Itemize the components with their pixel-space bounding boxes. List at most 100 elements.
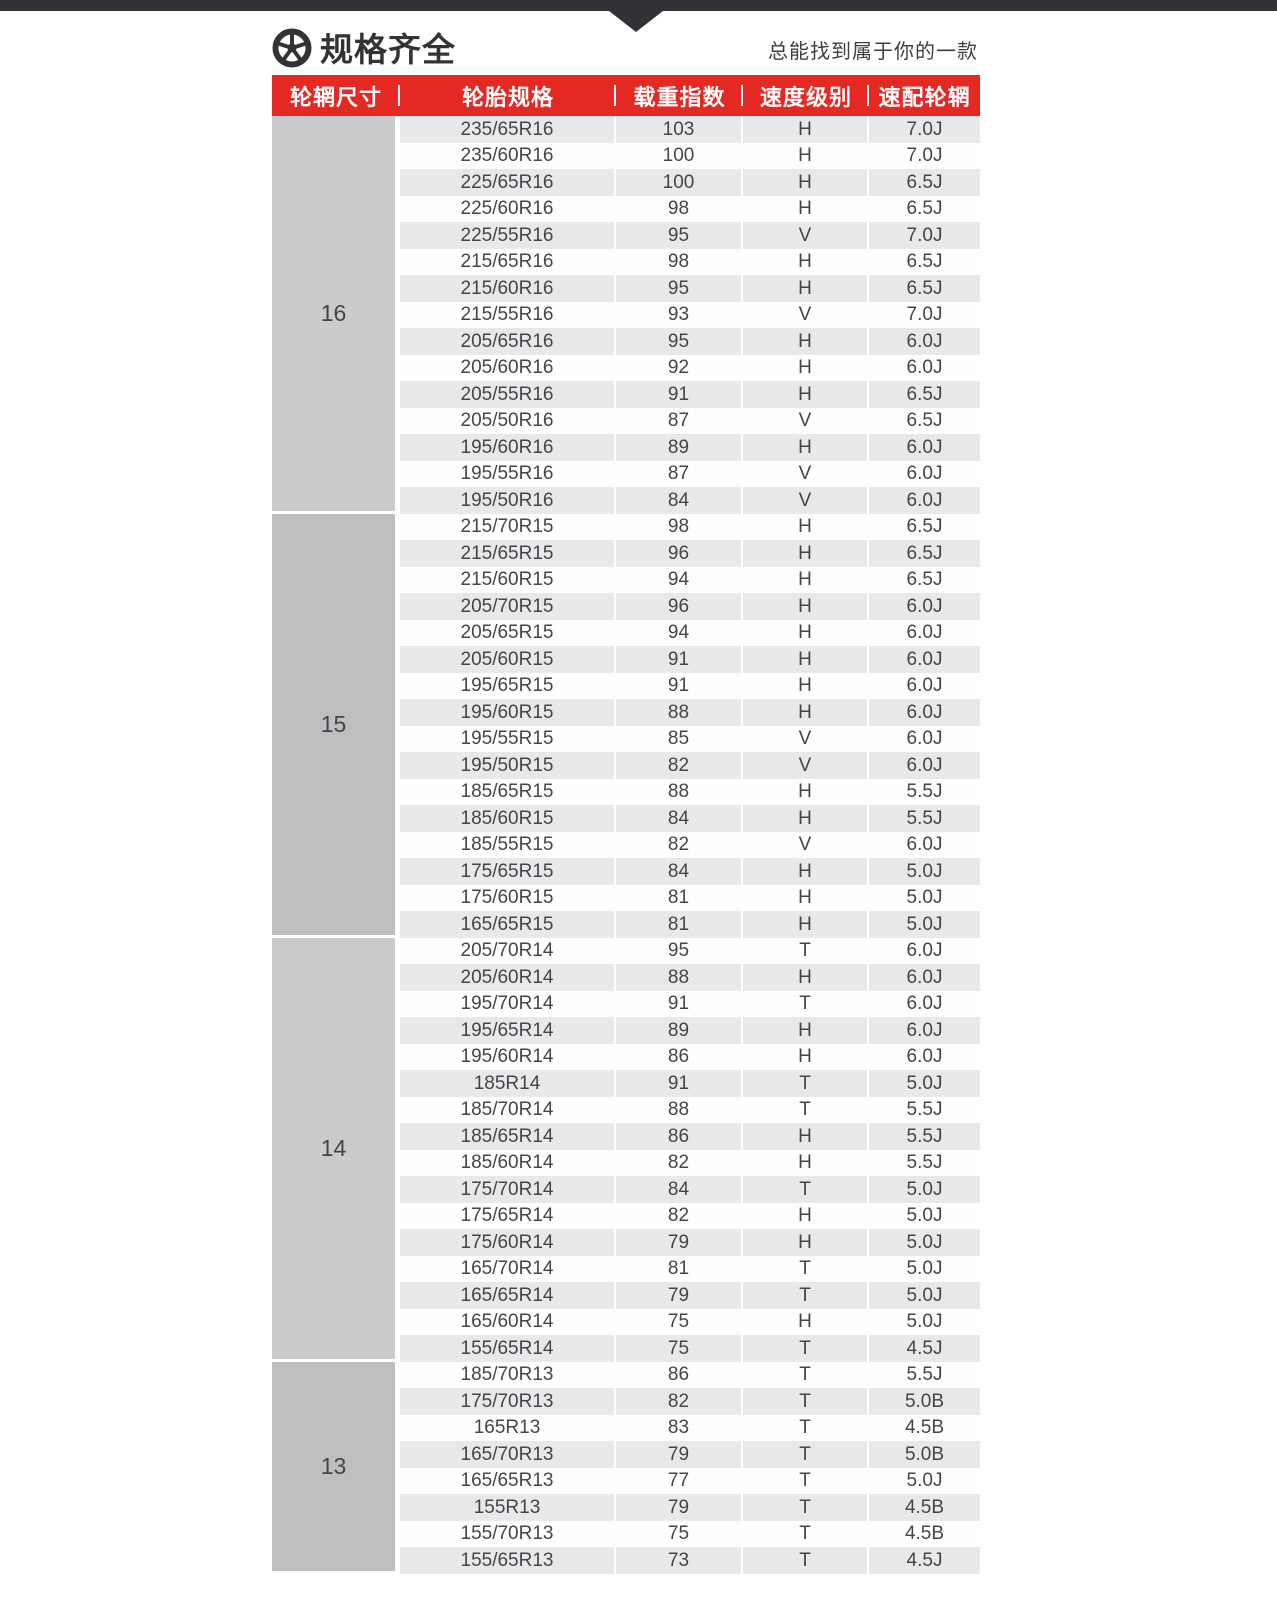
- rim-match-cell: 6.0J: [869, 354, 980, 381]
- tire-spec-cell: 195/50R15: [400, 752, 616, 779]
- tire-spec-cell: 185/55R15: [400, 831, 616, 858]
- speed-rating-cell: H: [743, 593, 869, 620]
- table-row: 155/65R13 73 T 4.5J: [272, 1547, 980, 1574]
- speed-rating-cell: T: [743, 1520, 869, 1547]
- load-index-cell: 95: [616, 937, 743, 964]
- rim-match-cell: 7.0J: [869, 301, 980, 328]
- table-row: 205/60R16 92 H 6.0J: [272, 354, 980, 381]
- tire-spec-cell: 195/65R14: [400, 1017, 616, 1044]
- rim-match-cell: 6.0J: [869, 646, 980, 673]
- rim-size-cell: 16: [272, 116, 400, 514]
- table-row: 205/60R15 91 H 6.0J: [272, 646, 980, 673]
- rim-match-cell: 6.0J: [869, 964, 980, 991]
- speed-rating-cell: V: [743, 752, 869, 779]
- rim-match-cell: 6.5J: [869, 566, 980, 593]
- rim-match-cell: 6.0J: [869, 672, 980, 699]
- tire-spec-cell: 185/65R15: [400, 778, 616, 805]
- tire-spec-cell: 205/55R16: [400, 381, 616, 408]
- table-row: 15 215/70R15 98 H 6.5J: [272, 513, 980, 938]
- tire-spec-cell: 195/60R16: [400, 434, 616, 461]
- header-row: 轮辋尺寸 轮胎规格 载重指数 速度级别 速配轮辋: [272, 75, 980, 116]
- table-row: 195/50R16 84 V 6.0J: [272, 487, 980, 514]
- rim-match-cell: 5.0J: [869, 1176, 980, 1203]
- tire-spec-cell: 205/60R16: [400, 354, 616, 381]
- load-index-cell: 82: [616, 831, 743, 858]
- load-index-cell: 83: [616, 1414, 743, 1441]
- tire-spec-cell: 225/55R16: [400, 222, 616, 249]
- tire-spec-cell: 235/65R16: [400, 116, 616, 143]
- speed-rating-cell: H: [743, 619, 869, 646]
- table-row: 155R13 79 T 4.5B: [272, 1494, 980, 1521]
- table-row: 205/65R16 95 H 6.0J: [272, 328, 980, 355]
- tire-spec-cell: 155/65R14: [400, 1335, 616, 1362]
- rim-size-cell: 14: [272, 937, 400, 1362]
- table-row: 195/65R14 89 H 6.0J: [272, 1017, 980, 1044]
- speed-rating-cell: H: [743, 116, 869, 143]
- rim-match-cell: 5.0J: [869, 911, 980, 938]
- speed-rating-cell: H: [743, 169, 869, 196]
- arrow-down-icon: [609, 11, 663, 32]
- speed-rating-cell: H: [743, 858, 869, 885]
- rim-match-cell: 5.0J: [869, 1202, 980, 1229]
- speed-rating-cell: V: [743, 222, 869, 249]
- rim-match-cell: 7.0J: [869, 116, 980, 143]
- load-index-cell: 96: [616, 540, 743, 567]
- table-row: 195/65R15 91 H 6.0J: [272, 672, 980, 699]
- rim-match-cell: 6.0J: [869, 725, 980, 752]
- tire-spec-cell: 195/65R15: [400, 672, 616, 699]
- load-index-cell: 79: [616, 1441, 743, 1468]
- rim-match-cell: 4.5B: [869, 1494, 980, 1521]
- table-row: 225/65R16 100 H 6.5J: [272, 169, 980, 196]
- speed-rating-cell: T: [743, 1388, 869, 1415]
- load-index-cell: 88: [616, 964, 743, 991]
- rim-match-cell: 6.0J: [869, 487, 980, 514]
- wheel-icon: [272, 28, 312, 68]
- tire-spec-cell: 155/65R13: [400, 1547, 616, 1574]
- rim-match-cell: 5.5J: [869, 1149, 980, 1176]
- speed-rating-cell: H: [743, 1149, 869, 1176]
- tire-spec-cell: 185/70R14: [400, 1096, 616, 1123]
- page-title: 规格齐全: [320, 30, 456, 68]
- rim-size-cell: 15: [272, 513, 400, 938]
- table-row: 205/55R16 91 H 6.5J: [272, 381, 980, 408]
- rim-match-cell: 4.5B: [869, 1414, 980, 1441]
- rim-match-cell: 6.5J: [869, 540, 980, 567]
- load-index-cell: 81: [616, 884, 743, 911]
- tire-spec-cell: 195/55R16: [400, 460, 616, 487]
- speed-rating-cell: T: [743, 1441, 869, 1468]
- load-index-cell: 79: [616, 1494, 743, 1521]
- tire-spec-cell: 165/70R14: [400, 1255, 616, 1282]
- rim-match-cell: 5.0J: [869, 1070, 980, 1097]
- load-index-cell: 75: [616, 1335, 743, 1362]
- rim-match-cell: 4.5J: [869, 1335, 980, 1362]
- speed-rating-cell: T: [743, 990, 869, 1017]
- tire-spec-cell: 235/60R16: [400, 142, 616, 169]
- speed-rating-cell: H: [743, 964, 869, 991]
- speed-rating-cell: T: [743, 1096, 869, 1123]
- tire-spec-cell: 155R13: [400, 1494, 616, 1521]
- table-row: 13 185/70R13 86 T 5.5J: [272, 1361, 980, 1574]
- table-row: 185/55R15 82 V 6.0J: [272, 831, 980, 858]
- table-row: 175/70R13 82 T 5.0B: [272, 1388, 980, 1415]
- load-index-cell: 103: [616, 116, 743, 143]
- table-row: 205/60R14 88 H 6.0J: [272, 964, 980, 991]
- tire-spec-cell: 185/65R14: [400, 1123, 616, 1150]
- speed-rating-cell: H: [743, 884, 869, 911]
- load-index-cell: 100: [616, 169, 743, 196]
- speed-rating-cell: V: [743, 301, 869, 328]
- rim-match-cell: 6.0J: [869, 699, 980, 726]
- speed-rating-cell: H: [743, 248, 869, 275]
- tire-spec-cell: 195/60R14: [400, 1043, 616, 1070]
- load-index-cell: 95: [616, 328, 743, 355]
- speed-rating-cell: H: [743, 354, 869, 381]
- rim-match-cell: 6.0J: [869, 1017, 980, 1044]
- speed-rating-cell: T: [743, 937, 869, 964]
- load-index-cell: 84: [616, 858, 743, 885]
- rim-match-cell: 6.5J: [869, 169, 980, 196]
- rim-match-cell: 4.5B: [869, 1520, 980, 1547]
- rim-match-cell: 5.0J: [869, 1467, 980, 1494]
- rim-match-cell: 6.0J: [869, 593, 980, 620]
- load-index-cell: 87: [616, 407, 743, 434]
- table-row: 185/70R14 88 T 5.5J: [272, 1096, 980, 1123]
- load-index-cell: 86: [616, 1123, 743, 1150]
